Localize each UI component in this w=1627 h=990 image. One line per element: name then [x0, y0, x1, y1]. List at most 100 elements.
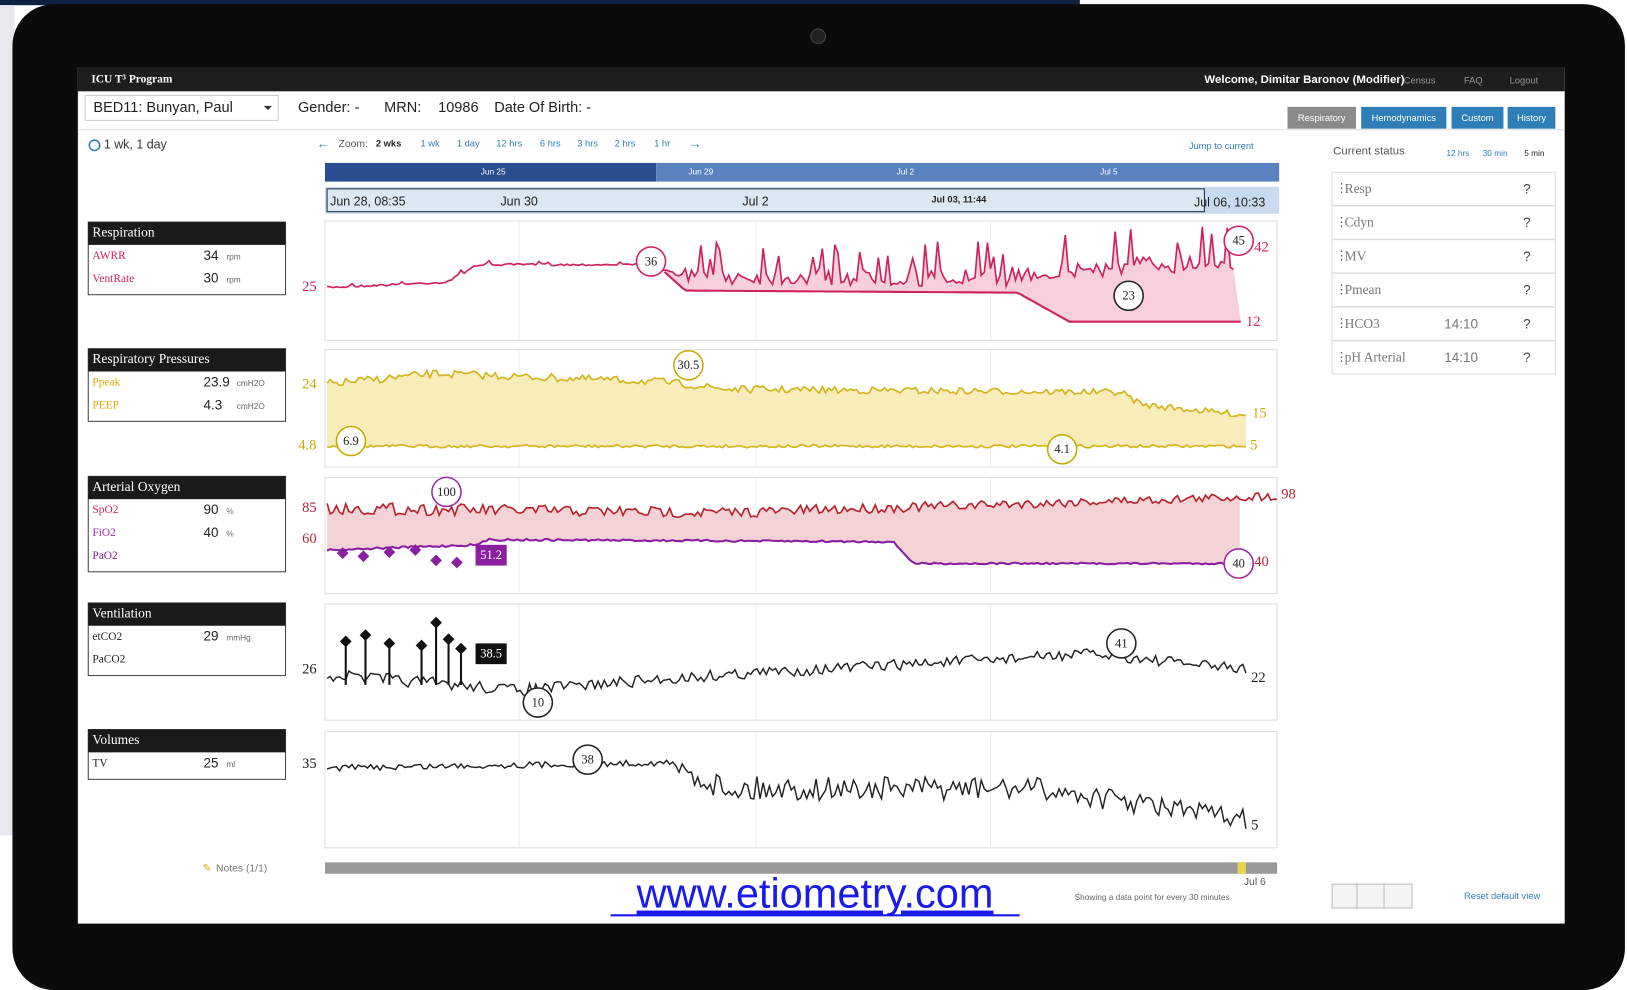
trend-line: [326, 759, 1247, 829]
resolution-option[interactable]: 5 min: [1524, 148, 1545, 158]
sample-point: [409, 544, 422, 556]
callout-label: 38.5: [480, 647, 502, 661]
row-unit: ml: [226, 759, 235, 769]
row-unit: rpm: [226, 252, 240, 262]
tool-button[interactable]: [1383, 883, 1413, 909]
value-bubble: [1106, 628, 1137, 659]
tab-label[interactable]: Hemodynamics: [1372, 113, 1437, 123]
sample-point: [383, 546, 396, 558]
row-value: 4.3: [204, 397, 223, 412]
zoom-option[interactable]: 2 wks: [376, 139, 401, 149]
bubble-label: 41: [1115, 636, 1127, 650]
value-callout: [475, 544, 507, 566]
end-label: 22: [1251, 670, 1266, 686]
trend-line: [326, 492, 1278, 519]
panel-header: [88, 348, 286, 372]
tab[interactable]: [1361, 106, 1447, 129]
tab[interactable]: [1451, 106, 1504, 129]
timeline-window: [326, 188, 1205, 213]
zoom-option[interactable]: 6 hrs: [540, 139, 561, 149]
value-bubble: [1113, 280, 1144, 312]
row-unit: cmH2O: [237, 378, 266, 388]
resolution-option[interactable]: 12 hrs: [1446, 148, 1469, 158]
value-bubble: [1223, 548, 1254, 579]
axis-label: 24: [302, 376, 317, 392]
status-value: ?: [1523, 316, 1531, 331]
panel-header: [88, 602, 286, 626]
header-link[interactable]: Census: [1404, 75, 1436, 85]
row-name: PEEP: [92, 399, 119, 411]
header-bar: [77, 67, 1565, 92]
value-bubble: [335, 425, 367, 457]
tab-label[interactable]: History: [1517, 113, 1546, 123]
timeline-label: Jun 30: [500, 195, 537, 209]
row-unit: %: [226, 506, 234, 516]
website-link[interactable]: www.etiometry.com: [636, 870, 994, 917]
scrollbar[interactable]: [324, 862, 1278, 874]
status-row: [1331, 272, 1556, 308]
end-label: 42: [1254, 239, 1269, 255]
status-name: HCO3: [1345, 316, 1380, 331]
status-name: pH Arterial: [1345, 350, 1406, 365]
bubble-label: 23: [1122, 289, 1134, 303]
status-value: ?: [1523, 283, 1531, 298]
jump-current[interactable]: Jump to current: [1189, 141, 1254, 151]
header-link[interactable]: FAQ: [1464, 75, 1483, 85]
zoom-option[interactable]: 1 hr: [654, 139, 670, 149]
value-bubble: [635, 246, 667, 277]
axis-label: 35: [302, 756, 317, 772]
chart-box: [324, 731, 1278, 849]
zoom-option[interactable]: 2 hrs: [615, 139, 636, 149]
chart-box: [324, 603, 1278, 721]
resolution-option[interactable]: 30 min: [1483, 148, 1508, 158]
bubble-label: 100: [437, 485, 456, 499]
status-value: ?: [1523, 249, 1531, 264]
row-name: PaCO2: [92, 654, 125, 666]
tool-button[interactable]: [1356, 883, 1385, 909]
tab-label[interactable]: Respiratory: [1298, 113, 1346, 123]
header-link[interactable]: Logout: [1510, 75, 1539, 85]
bubble-label: 30.5: [678, 358, 700, 372]
overview-label: Jul 5: [1100, 166, 1118, 176]
reset-view[interactable]: Reset default view: [1464, 891, 1541, 901]
status-name: Pmean: [1345, 282, 1382, 297]
scroll-thumb[interactable]: [1237, 862, 1246, 874]
status-name: Resp: [1345, 181, 1372, 196]
notes[interactable]: Notes (1/1): [216, 863, 267, 874]
zoom-label: Zoom:: [338, 139, 367, 150]
sampling-note: Showing a data point for every 30 minute…: [1075, 892, 1230, 902]
dropdown-arrow: [263, 105, 273, 110]
tab[interactable]: [1287, 106, 1357, 129]
zoom-option[interactable]: 1 day: [457, 139, 480, 149]
panel-header: [88, 476, 286, 500]
trend-line: [326, 226, 1234, 290]
tab-label[interactable]: Custom: [1461, 113, 1493, 123]
status-name: Cdyn: [1345, 215, 1374, 230]
overview-bar: [656, 162, 1280, 182]
zoom-option[interactable]: 3 hrs: [577, 139, 598, 149]
sample-point: [359, 629, 372, 641]
sample-point: [383, 637, 396, 650]
zoom-next[interactable]: →: [688, 136, 701, 151]
panel-header: [88, 729, 286, 753]
end-label: 98: [1281, 486, 1296, 502]
row-value: 90: [204, 502, 219, 517]
row-name: PaO2: [92, 550, 118, 562]
tool-button[interactable]: [1331, 883, 1358, 909]
status-row: [1331, 340, 1556, 375]
tab[interactable]: [1507, 106, 1556, 129]
zoom-option[interactable]: 12 hrs: [496, 139, 522, 149]
bubble-label: 6.9: [343, 434, 359, 448]
status-row: [1331, 239, 1556, 274]
sample-point: [357, 550, 370, 563]
bed: BED11: Bunyan, Paul: [93, 100, 232, 116]
end-label: 5: [1251, 817, 1258, 833]
dob: Date Of Birth: -: [494, 100, 591, 116]
zoom-prev[interactable]: ←: [317, 136, 330, 151]
gender: Gender: -: [298, 100, 359, 116]
overview-label: Jun 29: [688, 166, 713, 176]
trend-line: [326, 443, 1246, 449]
overview-window: [324, 162, 657, 182]
bed-select[interactable]: [84, 94, 279, 121]
zoom-option[interactable]: 1 wk: [421, 139, 441, 149]
